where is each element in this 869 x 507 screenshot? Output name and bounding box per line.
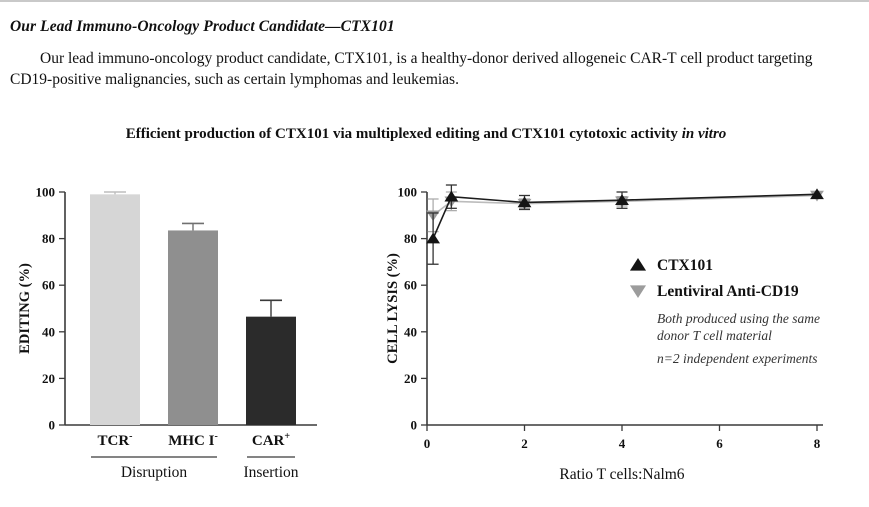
group-label: Insertion	[243, 464, 298, 481]
y-tick-label: 100	[398, 185, 418, 200]
figure-title-text: Efficient production of CTX101 via multi…	[125, 126, 682, 142]
data-point-marker	[615, 194, 629, 205]
x-tick-label: 6	[716, 436, 723, 451]
legend-marker	[629, 258, 647, 271]
legend-marker	[629, 285, 647, 298]
category-label: TCR-	[97, 431, 132, 449]
y-axis-label: CELL LYSIS (%)	[385, 253, 401, 364]
y-tick-label: 100	[36, 185, 56, 200]
x-tick-label: 0	[424, 436, 431, 451]
legend-label: Lentiviral Anti-CD19	[657, 283, 799, 300]
y-tick-label: 80	[404, 231, 417, 246]
data-point-marker	[444, 190, 459, 202]
body-paragraph: Our lead immuno-oncology product candida…	[10, 50, 813, 89]
y-tick-label: 0	[411, 418, 418, 433]
y-tick-label: 60	[42, 278, 55, 293]
cell-lysis-line-chart: 0 20 40 60 80 100 0 2 4 6 8 CELL LYSIS (%) Ratio T c…	[385, 184, 824, 483]
y-tick-label: 20	[42, 371, 55, 386]
category-label: CAR+	[252, 431, 291, 449]
section-title: Our Lead Immuno-Oncology Product Candida…	[10, 18, 395, 35]
x-tick-label: 2	[521, 436, 528, 451]
legend-note: n=2 independent experiments	[657, 351, 818, 366]
y-tick-label: 60	[404, 278, 417, 293]
y-axis-label: EDITING (%)	[17, 263, 33, 354]
category-label: MHC I-	[168, 431, 218, 449]
bar	[246, 316, 296, 425]
group-label: Disruption	[121, 464, 188, 481]
x-tick-label: 8	[814, 436, 821, 451]
x-axis-label: Ratio T cells:Nalm6	[559, 466, 684, 483]
data-point-marker	[810, 188, 824, 200]
y-tick-label: 80	[42, 231, 55, 246]
figure-title: Efficient production of CTX101 via multi…	[0, 126, 852, 143]
y-tick-label: 40	[404, 324, 417, 339]
legend-label: CTX101	[657, 257, 713, 274]
x-tick-label: 4	[619, 436, 626, 451]
bar	[168, 230, 218, 425]
data-point-marker	[517, 196, 532, 208]
figure-title-italic: in vitro	[681, 126, 727, 142]
bar	[90, 194, 140, 425]
y-tick-label: 0	[49, 418, 56, 433]
y-tick-label: 40	[42, 324, 55, 339]
data-point-marker	[426, 232, 440, 244]
y-tick-label: 20	[404, 371, 417, 386]
editing-bar-chart: 0 20 40 60 80 100 EDITING (%) TCR- MHC I- CAR+ Dis…	[17, 185, 317, 481]
legend-note: donor T cell material	[657, 328, 772, 343]
legend-note: Both produced using the same	[657, 311, 820, 326]
